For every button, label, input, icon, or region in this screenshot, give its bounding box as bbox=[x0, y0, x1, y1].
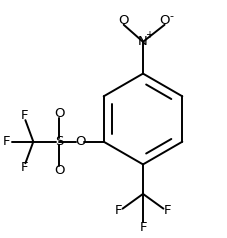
Text: S: S bbox=[55, 135, 64, 148]
Text: -: - bbox=[170, 11, 174, 21]
Text: O: O bbox=[75, 135, 86, 148]
Text: O: O bbox=[118, 14, 129, 27]
Text: F: F bbox=[20, 109, 28, 122]
Text: F: F bbox=[139, 221, 147, 234]
Text: N: N bbox=[138, 35, 148, 48]
Text: O: O bbox=[159, 14, 170, 27]
Text: F: F bbox=[164, 204, 171, 218]
Text: O: O bbox=[54, 164, 65, 177]
Text: F: F bbox=[115, 204, 122, 218]
Text: F: F bbox=[20, 161, 28, 174]
Text: F: F bbox=[3, 135, 10, 148]
Text: +: + bbox=[145, 30, 153, 40]
Text: O: O bbox=[54, 107, 65, 120]
